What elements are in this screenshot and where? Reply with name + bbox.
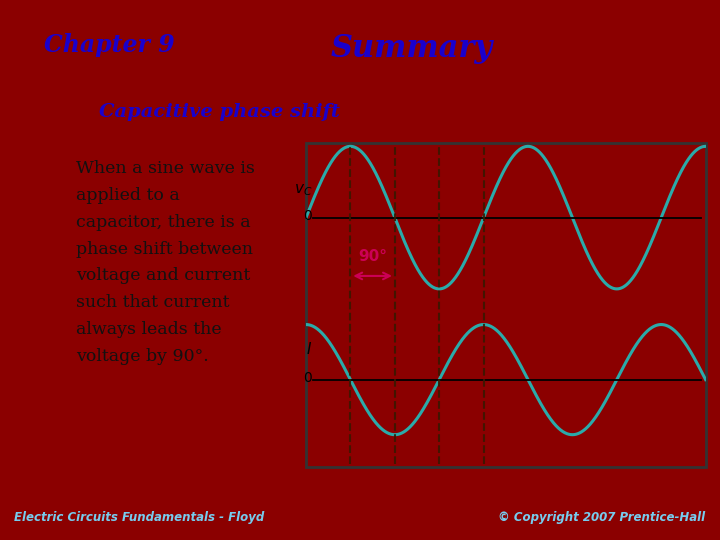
Text: 0: 0 [303,372,312,386]
Text: Capacitive phase shift: Capacitive phase shift [99,103,340,121]
Text: $\it{v_C}$: $\it{v_C}$ [294,183,312,198]
Text: Chapter 9: Chapter 9 [45,32,175,57]
Text: Summary: Summary [331,33,493,64]
Text: Electric Circuits Fundamentals - Floyd: Electric Circuits Fundamentals - Floyd [14,510,265,524]
Text: When a sine wave is
applied to a
capacitor, there is a
phase shift between
volta: When a sine wave is applied to a capacit… [76,160,255,364]
Text: 0: 0 [303,210,312,224]
Text: 90°: 90° [358,249,387,264]
Text: $\it{I}$: $\it{I}$ [306,341,312,357]
Text: © Copyright 2007 Prentice-Hall: © Copyright 2007 Prentice-Hall [498,510,706,524]
